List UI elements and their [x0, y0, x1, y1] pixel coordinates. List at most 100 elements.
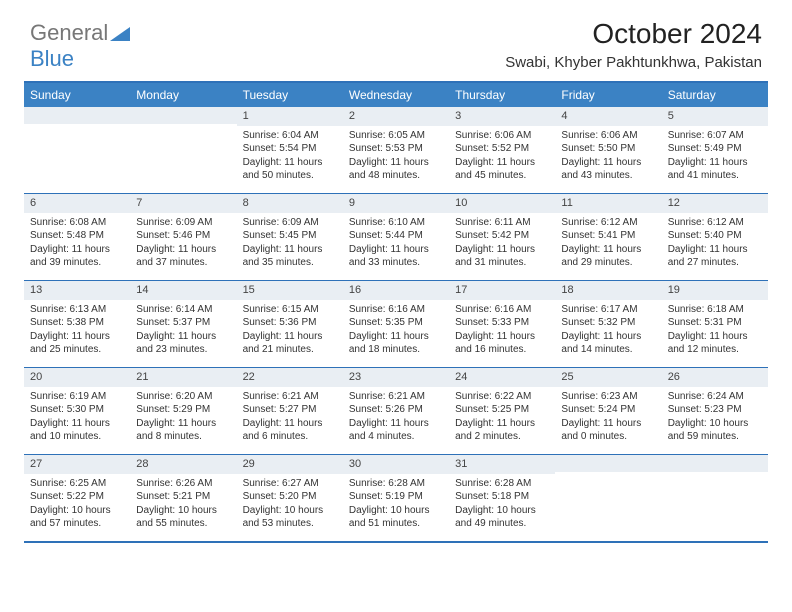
day-body: Sunrise: 6:04 AMSunset: 5:54 PMDaylight:… [237, 126, 343, 189]
daylight-line: Daylight: 11 hours and 14 minutes. [561, 330, 655, 357]
day-number [555, 455, 661, 472]
day-number: 8 [237, 194, 343, 213]
day-cell: 12Sunrise: 6:12 AMSunset: 5:40 PMDayligh… [662, 194, 768, 280]
day-number: 25 [555, 368, 661, 387]
sunset-line: Sunset: 5:20 PM [243, 490, 337, 504]
day-header: Tuesday [237, 83, 343, 107]
day-body [662, 472, 768, 532]
day-number: 1 [237, 107, 343, 126]
daylight-line: Daylight: 11 hours and 31 minutes. [455, 243, 549, 270]
daylight-line: Daylight: 10 hours and 49 minutes. [455, 504, 549, 531]
sunset-line: Sunset: 5:23 PM [668, 403, 762, 417]
week-row: 1Sunrise: 6:04 AMSunset: 5:54 PMDaylight… [24, 107, 768, 193]
day-cell: 25Sunrise: 6:23 AMSunset: 5:24 PMDayligh… [555, 368, 661, 454]
day-number: 28 [130, 455, 236, 474]
sunrise-line: Sunrise: 6:26 AM [136, 477, 230, 491]
sunrise-line: Sunrise: 6:12 AM [668, 216, 762, 230]
sunrise-line: Sunrise: 6:20 AM [136, 390, 230, 404]
daylight-line: Daylight: 11 hours and 48 minutes. [349, 156, 443, 183]
sunrise-line: Sunrise: 6:06 AM [455, 129, 549, 143]
day-header: Friday [555, 83, 661, 107]
sunset-line: Sunset: 5:30 PM [30, 403, 124, 417]
weeks-container: 1Sunrise: 6:04 AMSunset: 5:54 PMDaylight… [24, 107, 768, 541]
day-cell: 8Sunrise: 6:09 AMSunset: 5:45 PMDaylight… [237, 194, 343, 280]
sunset-line: Sunset: 5:44 PM [349, 229, 443, 243]
day-body: Sunrise: 6:10 AMSunset: 5:44 PMDaylight:… [343, 213, 449, 276]
day-number: 17 [449, 281, 555, 300]
day-number: 13 [24, 281, 130, 300]
sunrise-line: Sunrise: 6:10 AM [349, 216, 443, 230]
sunset-line: Sunset: 5:37 PM [136, 316, 230, 330]
sunrise-line: Sunrise: 6:09 AM [136, 216, 230, 230]
day-body: Sunrise: 6:15 AMSunset: 5:36 PMDaylight:… [237, 300, 343, 363]
day-body: Sunrise: 6:06 AMSunset: 5:50 PMDaylight:… [555, 126, 661, 189]
day-body: Sunrise: 6:12 AMSunset: 5:40 PMDaylight:… [662, 213, 768, 276]
day-number: 6 [24, 194, 130, 213]
daylight-line: Daylight: 11 hours and 25 minutes. [30, 330, 124, 357]
day-body: Sunrise: 6:21 AMSunset: 5:27 PMDaylight:… [237, 387, 343, 450]
sunrise-line: Sunrise: 6:11 AM [455, 216, 549, 230]
day-cell [555, 455, 661, 541]
day-number: 21 [130, 368, 236, 387]
day-body: Sunrise: 6:25 AMSunset: 5:22 PMDaylight:… [24, 474, 130, 537]
day-number: 29 [237, 455, 343, 474]
day-number: 15 [237, 281, 343, 300]
day-cell: 9Sunrise: 6:10 AMSunset: 5:44 PMDaylight… [343, 194, 449, 280]
sunrise-line: Sunrise: 6:16 AM [349, 303, 443, 317]
day-body: Sunrise: 6:07 AMSunset: 5:49 PMDaylight:… [662, 126, 768, 189]
day-body [24, 124, 130, 184]
sunset-line: Sunset: 5:21 PM [136, 490, 230, 504]
sunrise-line: Sunrise: 6:21 AM [349, 390, 443, 404]
daylight-line: Daylight: 11 hours and 41 minutes. [668, 156, 762, 183]
day-number: 24 [449, 368, 555, 387]
day-cell: 16Sunrise: 6:16 AMSunset: 5:35 PMDayligh… [343, 281, 449, 367]
daylight-line: Daylight: 11 hours and 33 minutes. [349, 243, 443, 270]
day-number: 3 [449, 107, 555, 126]
sunset-line: Sunset: 5:46 PM [136, 229, 230, 243]
sunset-line: Sunset: 5:49 PM [668, 142, 762, 156]
logo-triangle-icon [110, 27, 130, 41]
sunrise-line: Sunrise: 6:05 AM [349, 129, 443, 143]
sunrise-line: Sunrise: 6:22 AM [455, 390, 549, 404]
daylight-line: Daylight: 11 hours and 4 minutes. [349, 417, 443, 444]
day-cell: 22Sunrise: 6:21 AMSunset: 5:27 PMDayligh… [237, 368, 343, 454]
sunset-line: Sunset: 5:33 PM [455, 316, 549, 330]
day-cell: 29Sunrise: 6:27 AMSunset: 5:20 PMDayligh… [237, 455, 343, 541]
sunset-line: Sunset: 5:54 PM [243, 142, 337, 156]
sunset-line: Sunset: 5:27 PM [243, 403, 337, 417]
daylight-line: Daylight: 11 hours and 18 minutes. [349, 330, 443, 357]
daylight-line: Daylight: 11 hours and 16 minutes. [455, 330, 549, 357]
sunrise-line: Sunrise: 6:24 AM [668, 390, 762, 404]
day-number: 30 [343, 455, 449, 474]
sunset-line: Sunset: 5:25 PM [455, 403, 549, 417]
daylight-line: Daylight: 10 hours and 59 minutes. [668, 417, 762, 444]
day-number: 4 [555, 107, 661, 126]
day-number: 23 [343, 368, 449, 387]
day-header: Sunday [24, 83, 130, 107]
daylight-line: Daylight: 11 hours and 35 minutes. [243, 243, 337, 270]
day-body: Sunrise: 6:28 AMSunset: 5:18 PMDaylight:… [449, 474, 555, 537]
calendar-grid: SundayMondayTuesdayWednesdayThursdayFrid… [24, 81, 768, 543]
day-cell: 1Sunrise: 6:04 AMSunset: 5:54 PMDaylight… [237, 107, 343, 193]
day-body: Sunrise: 6:12 AMSunset: 5:41 PMDaylight:… [555, 213, 661, 276]
sunset-line: Sunset: 5:53 PM [349, 142, 443, 156]
day-cell [662, 455, 768, 541]
daylight-line: Daylight: 11 hours and 29 minutes. [561, 243, 655, 270]
daylight-line: Daylight: 11 hours and 43 minutes. [561, 156, 655, 183]
day-cell: 14Sunrise: 6:14 AMSunset: 5:37 PMDayligh… [130, 281, 236, 367]
daylight-line: Daylight: 10 hours and 55 minutes. [136, 504, 230, 531]
day-cell: 30Sunrise: 6:28 AMSunset: 5:19 PMDayligh… [343, 455, 449, 541]
day-cell: 17 Sunrise: 6:16 AMSunset: 5:33 PMDayligh… [449, 281, 555, 367]
day-cell: 15Sunrise: 6:15 AMSunset: 5:36 PMDayligh… [237, 281, 343, 367]
sunset-line: Sunset: 5:22 PM [30, 490, 124, 504]
sunset-line: Sunset: 5:40 PM [668, 229, 762, 243]
day-cell: 27Sunrise: 6:25 AMSunset: 5:22 PMDayligh… [24, 455, 130, 541]
week-row: 6Sunrise: 6:08 AMSunset: 5:48 PMDaylight… [24, 193, 768, 280]
day-number: 19 [662, 281, 768, 300]
day-number: 26 [662, 368, 768, 387]
day-body [130, 124, 236, 184]
day-body: Sunrise: 6:09 AMSunset: 5:46 PMDaylight:… [130, 213, 236, 276]
sunrise-line: Sunrise: 6:16 AM [455, 303, 549, 317]
day-cell: 13Sunrise: 6:13 AMSunset: 5:38 PMDayligh… [24, 281, 130, 367]
daylight-line: Daylight: 11 hours and 27 minutes. [668, 243, 762, 270]
